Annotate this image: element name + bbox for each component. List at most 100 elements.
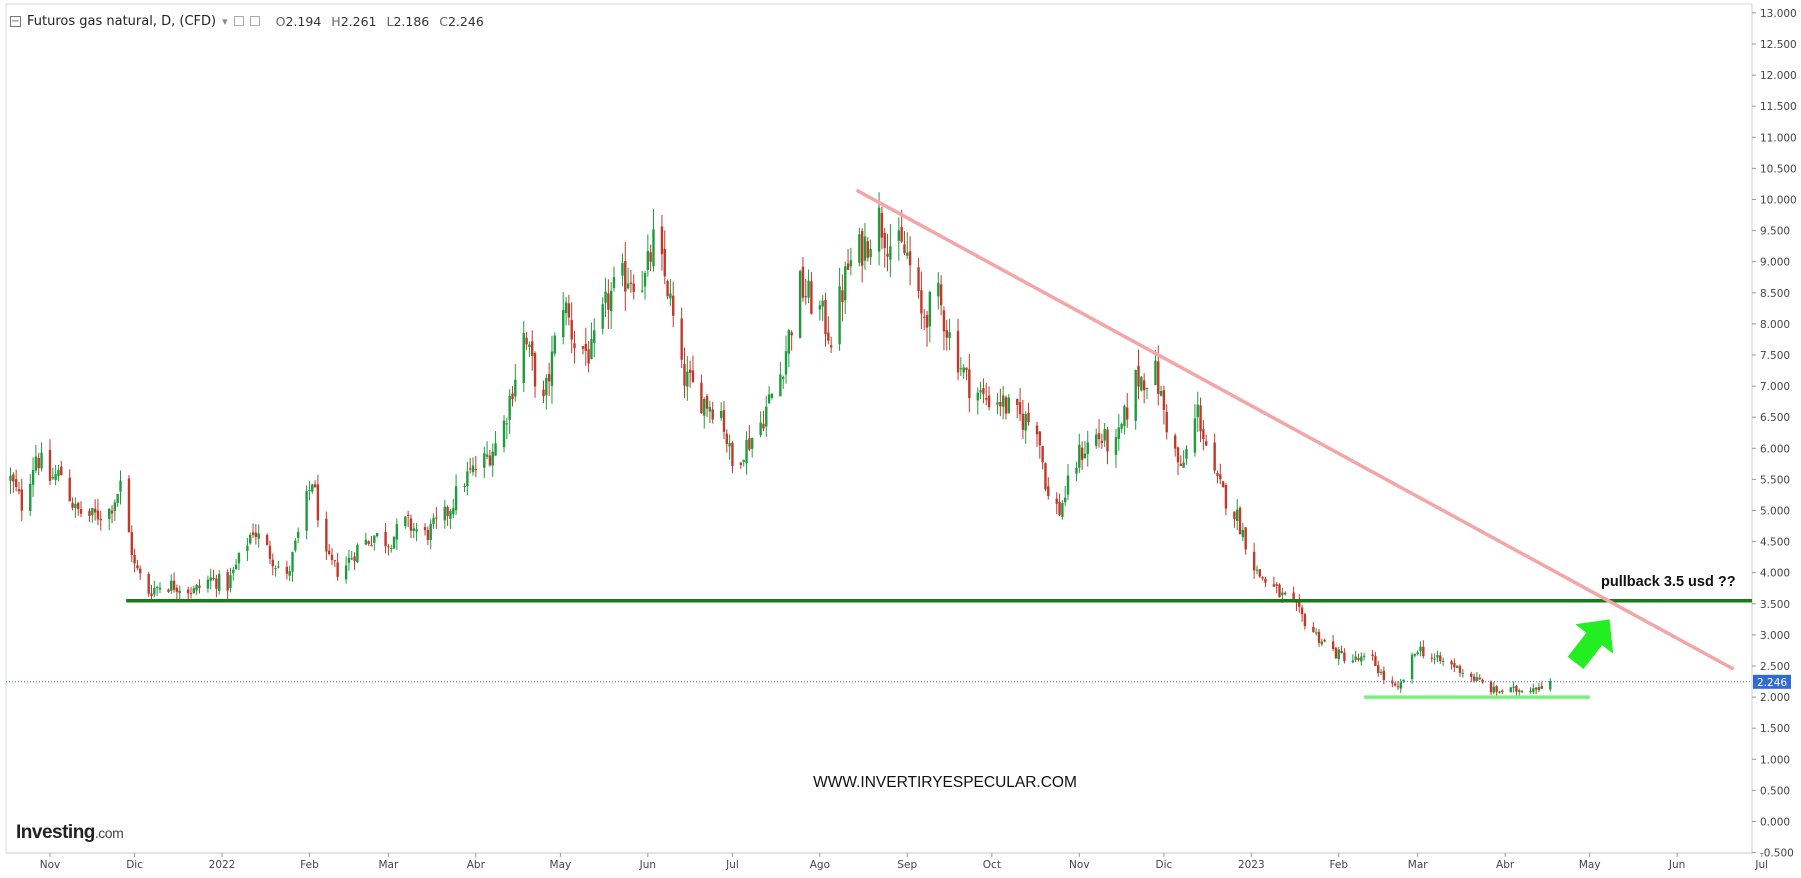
collapse-icon[interactable]: − [10,15,21,27]
candle-up [373,535,376,551]
candle-body [782,376,785,379]
candle-body [863,236,867,261]
candle-body [288,571,291,576]
pullback-annotation[interactable]: pullback 3.5 usd ?? [1601,574,1736,590]
candle-body [1436,655,1439,658]
x-tick-label: Nov [40,859,61,871]
candle-body [1044,463,1047,490]
candle-body [237,552,241,564]
candle-up [344,556,348,584]
candle-down [956,318,960,381]
candle-body [1501,690,1504,692]
candle-body [711,409,714,420]
candle-body [1300,607,1304,615]
candle-body [1083,453,1087,459]
candle-down [1035,421,1039,448]
close-value: 2.246 [447,13,484,29]
candle-down [268,540,272,564]
candle-up [51,467,55,480]
candle-body [463,486,466,488]
candle-up [1314,628,1318,636]
candle-body [29,483,32,511]
candle-down [14,469,18,492]
candle-body [900,227,903,242]
y-tick-label: 2.000 [1760,692,1790,704]
candle-down [406,510,410,527]
candle-body [632,283,635,292]
candle-body [232,569,235,574]
candle-body [449,511,452,519]
candle-body [91,508,94,516]
candle-up [1537,683,1541,693]
candle-down [17,481,21,495]
dropdown-caret-icon[interactable]: ▾ [222,14,228,28]
x-tick-label: Dic [1156,859,1173,871]
candle-down [71,497,74,511]
candle-up [750,437,754,458]
candle-down [265,533,269,546]
candle-body [643,273,647,287]
candle-body [367,541,370,544]
candle-down [1044,462,1047,492]
candle-body [1137,365,1140,387]
y-tick-label: -0.500 [1760,848,1794,860]
candle-body [1334,647,1338,659]
candle-body [1162,390,1166,410]
candle-body [1331,641,1335,649]
candle-body [584,343,587,351]
candle-body [1126,407,1129,420]
candle-down [127,475,131,533]
candle-body [1199,405,1202,432]
candle-body [505,423,509,425]
candle-down [587,340,590,373]
candle-down [547,362,551,396]
candle-body [485,454,489,457]
candle-body [88,510,91,516]
candle-down [172,572,176,593]
candle-body [452,508,455,515]
candle-down [1233,511,1236,528]
visibility-toggle-icon[interactable] [233,16,244,26]
candle-up [356,543,359,564]
candle-up [962,363,965,379]
candle-body [897,230,901,241]
candle-body [96,510,100,520]
y-tick-label: 6.000 [1760,443,1790,455]
candle-body [511,393,514,400]
up-arrow-icon[interactable] [1567,619,1614,669]
open-label: O [275,13,286,29]
candle-down [1275,582,1278,594]
candle-down [254,524,258,545]
settings-icon[interactable] [249,16,260,26]
candle-body [624,261,627,292]
candle-body [942,310,946,332]
x-tick-label: Ago [810,859,830,871]
candle-up [29,474,32,516]
candle-body [1534,687,1538,690]
candle-body [550,351,554,386]
candle-body [666,281,669,297]
candle-up [170,574,173,594]
plot-area[interactable] [5,3,1753,854]
x-tick-label: Jun [1668,859,1685,871]
candle-body [12,474,15,482]
candle-body [886,253,889,257]
candle-body [937,282,940,297]
candle-up [1086,430,1089,467]
candle-body [601,304,604,329]
resistance-trendline[interactable] [855,188,1735,671]
candle-up [1351,654,1355,664]
candle-body [139,568,142,574]
candle-up [1529,687,1532,694]
candle-body [37,457,40,469]
candle-up [1154,349,1157,386]
candle-up [1518,688,1521,696]
candle-body [1176,447,1180,463]
candle-body [249,534,252,544]
candle-down [1058,493,1061,517]
candle-down [1142,373,1146,404]
candle-body [1173,435,1177,449]
candle-body [130,532,133,555]
y-tick-label: 12.500 [1760,39,1797,51]
